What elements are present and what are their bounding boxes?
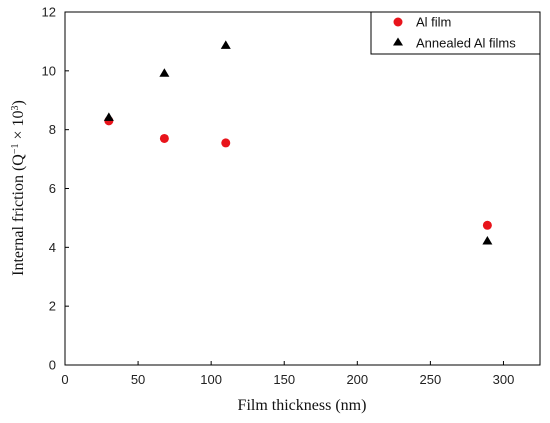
al-film-point xyxy=(159,133,169,143)
al-film-point xyxy=(221,138,231,148)
y-axis-title-exp2: 3 xyxy=(10,105,21,110)
legend: Al film Annealed Al films xyxy=(370,11,541,55)
y-axis-title: Internal friction (Q−1 × 103) xyxy=(10,100,28,276)
y-tick-label: 0 xyxy=(49,358,56,373)
legend-marker-al-film xyxy=(393,17,403,27)
x-tick-label: 300 xyxy=(493,372,515,387)
x-tick-label: 0 xyxy=(61,372,68,387)
x-tick-label: 250 xyxy=(420,372,442,387)
legend-marker-annealed xyxy=(393,37,403,46)
x-tick-label: 100 xyxy=(200,372,222,387)
x-tick-label: 50 xyxy=(131,372,145,387)
y-tick-label: 8 xyxy=(49,122,56,137)
x-tick-label: 150 xyxy=(273,372,295,387)
annealed-al-film-point xyxy=(220,40,231,49)
x-tick-label: 200 xyxy=(346,372,368,387)
y-axis-title-end: ) xyxy=(10,100,27,105)
y-tick-label: 4 xyxy=(49,240,56,255)
annealed-al-film-point xyxy=(482,235,493,245)
legend-label-al-film: Al film xyxy=(416,15,451,30)
y-tick-label: 10 xyxy=(42,63,56,78)
data-points xyxy=(103,40,493,245)
annealed-al-film-point xyxy=(103,112,114,121)
plot-frame xyxy=(64,11,541,366)
y-axis-title-exp1: −1 xyxy=(10,143,21,154)
axis-ticks: 0 50 100 150 200 250 300 0 2 4 6 8 10 12 xyxy=(42,5,515,388)
y-tick-label: 2 xyxy=(49,299,56,314)
y-axis-title-mid: × 10 xyxy=(10,110,27,143)
y-axis-title-main: Internal friction (Q xyxy=(10,154,27,276)
x-axis-title: Film thickness (nm) xyxy=(238,397,367,414)
y-tick-label: 12 xyxy=(42,5,56,20)
y-tick-label: 6 xyxy=(49,181,56,196)
legend-label-annealed: Annealed Al films xyxy=(416,36,516,51)
annealed-al-film-point xyxy=(159,68,170,77)
al-film-point xyxy=(482,220,492,230)
